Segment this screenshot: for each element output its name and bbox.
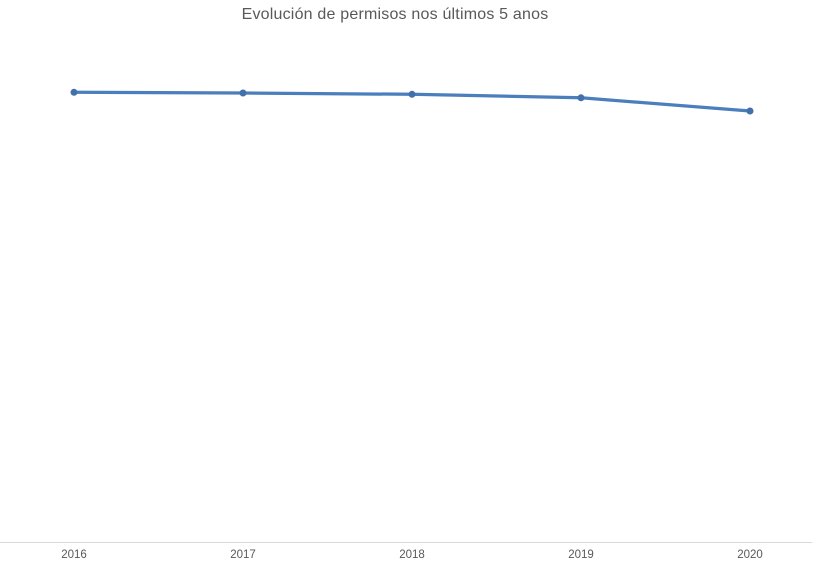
data-point-marker bbox=[408, 90, 416, 98]
data-point-marker bbox=[746, 107, 754, 115]
chart-title: Evolución de permisos nos últimos 5 anos bbox=[241, 6, 549, 23]
data-point-marker bbox=[70, 88, 78, 96]
data-point-marker bbox=[239, 89, 247, 97]
data-point-marker bbox=[577, 94, 585, 102]
